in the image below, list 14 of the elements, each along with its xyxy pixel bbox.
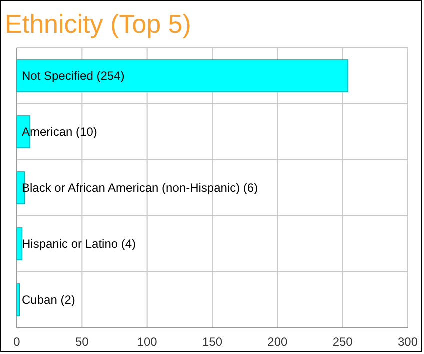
bar bbox=[16, 228, 23, 260]
y-tick-label: Cuban (2) bbox=[22, 293, 76, 307]
y-tick-label: Not Specified (254) bbox=[22, 69, 125, 83]
x-tick-label: 300 bbox=[398, 335, 418, 349]
chart-title: Ethnicity (Top 5) bbox=[5, 9, 192, 39]
x-tick-label: 100 bbox=[137, 335, 158, 349]
bar bbox=[16, 60, 348, 92]
x-tick-label: 200 bbox=[268, 335, 288, 349]
y-tick-label: Hispanic or Latino (4) bbox=[22, 237, 136, 251]
x-tick-label: 250 bbox=[332, 335, 354, 349]
x-tick-label: 150 bbox=[202, 335, 223, 349]
x-tick-label: 0 bbox=[14, 335, 21, 349]
bar bbox=[16, 284, 20, 316]
x-tick-label: 50 bbox=[75, 335, 90, 349]
